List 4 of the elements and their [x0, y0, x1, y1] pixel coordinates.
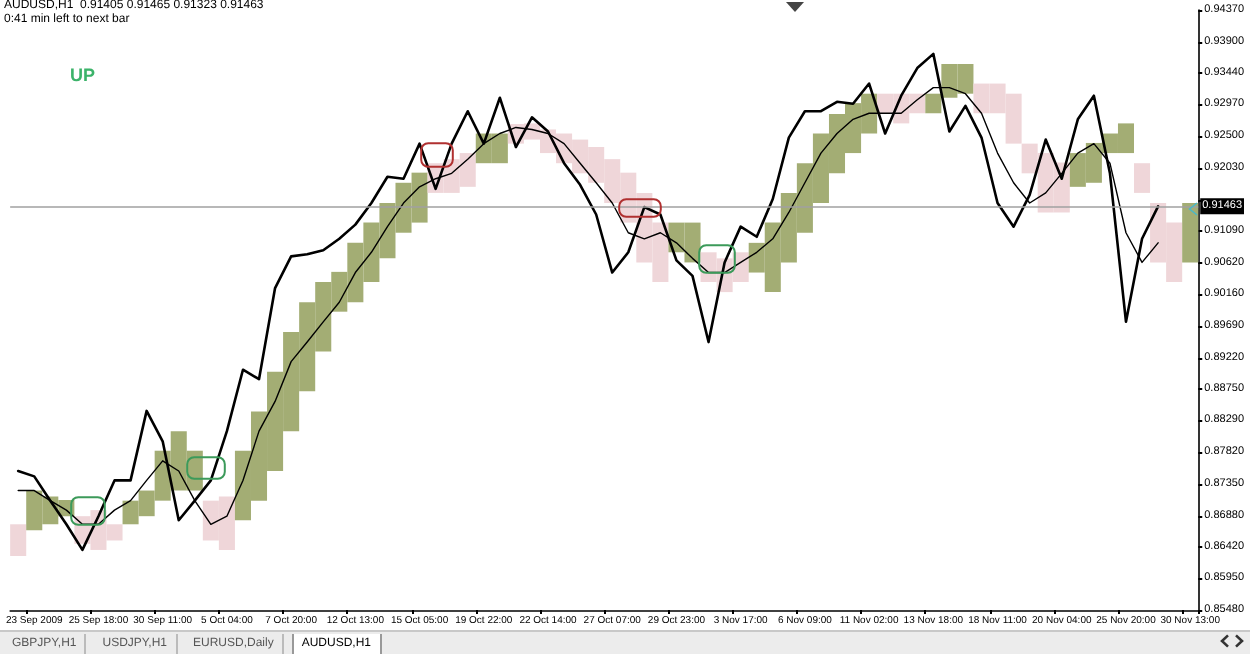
- bar: [1134, 163, 1151, 193]
- bar: [1182, 203, 1199, 263]
- annotation: UP: [70, 65, 96, 85]
- bar: [10, 524, 27, 557]
